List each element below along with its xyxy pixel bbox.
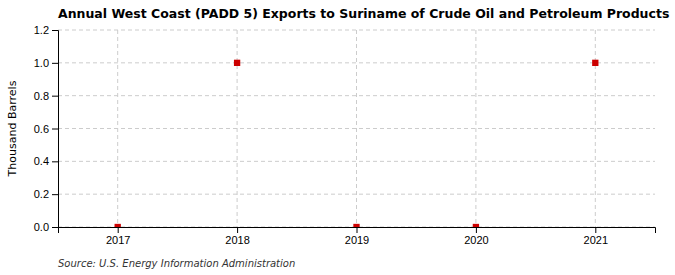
- point: [234, 60, 240, 66]
- tick-label: 1.0: [34, 57, 49, 69]
- tick-mark: [237, 227, 238, 233]
- points: [115, 60, 599, 227]
- tick: 2017: [106, 227, 130, 246]
- tick: 2018: [225, 227, 249, 246]
- title: Annual West Coast (PADD 5) Exports to Su…: [58, 6, 669, 21]
- tick: 2019: [345, 227, 369, 246]
- tick-label: 2017: [106, 234, 130, 246]
- grid-line: [595, 30, 596, 227]
- tick: 0.2: [34, 188, 58, 200]
- grid-line: [58, 194, 655, 195]
- grid-line: [356, 30, 357, 227]
- y-axis-title: Thousand Barrels: [6, 80, 19, 177]
- tick: 2020: [464, 227, 488, 246]
- tick: 1.0: [34, 57, 58, 69]
- grid-line: [58, 161, 655, 162]
- tick-mark: [52, 129, 58, 130]
- tick: 0.8: [34, 90, 58, 102]
- tick-label: 0.0: [34, 221, 49, 233]
- tick-mark: [52, 30, 58, 31]
- tick-mark: [52, 194, 58, 195]
- y-axis: 0.0 0.2 0.4 0.6 0.8 1.0 1.2: [34, 24, 59, 233]
- tick-label: 2021: [584, 234, 608, 246]
- tick-mark: [52, 161, 58, 162]
- tick-label: 2018: [225, 234, 249, 246]
- chart: 2017 2018 2019 2020 2021 0.0 0.2 0.4 0.6 0.8 1.0 1.…: [0, 0, 675, 275]
- tick-mark: [595, 227, 596, 233]
- tick: 0.0: [34, 221, 58, 233]
- tick-mark: [52, 227, 58, 228]
- tick-label: 1.2: [34, 24, 49, 36]
- tick-mark: [118, 227, 119, 233]
- tick: 2021: [584, 227, 608, 246]
- tick-mark: [52, 63, 58, 64]
- tick-label: 0.4: [34, 155, 49, 167]
- tick-mark: [357, 227, 358, 233]
- grid: [58, 30, 655, 227]
- grid-line: [58, 95, 655, 96]
- axis-line: [59, 228, 656, 234]
- tick-label: 2019: [345, 234, 369, 246]
- x-axis: 2017 2018 2019 2020 2021: [59, 227, 656, 246]
- tick-label: 0.8: [34, 90, 49, 102]
- tick-label: 0.2: [34, 188, 49, 200]
- annotation: Source: U.S. Energy Information Administ…: [58, 258, 295, 269]
- grid-line: [58, 128, 655, 129]
- tick-mark: [476, 227, 477, 233]
- point: [353, 224, 359, 227]
- plot-area: 2017 2018 2019 2020 2021 0.0 0.2 0.4 0.6 0.8 1.0 1.…: [34, 24, 656, 246]
- grid-line: [475, 30, 476, 227]
- tick: 0.6: [34, 123, 58, 135]
- tick: 1.2: [34, 24, 58, 36]
- grid-line: [58, 62, 655, 63]
- axis-line: [52, 31, 59, 228]
- point: [473, 224, 479, 227]
- tick-label: 0.6: [34, 123, 49, 135]
- point: [592, 60, 598, 66]
- grid-line: [58, 30, 655, 31]
- tick-label: 2020: [464, 234, 488, 246]
- point: [115, 224, 121, 227]
- tick-mark: [52, 96, 58, 97]
- tick: 0.4: [34, 155, 58, 167]
